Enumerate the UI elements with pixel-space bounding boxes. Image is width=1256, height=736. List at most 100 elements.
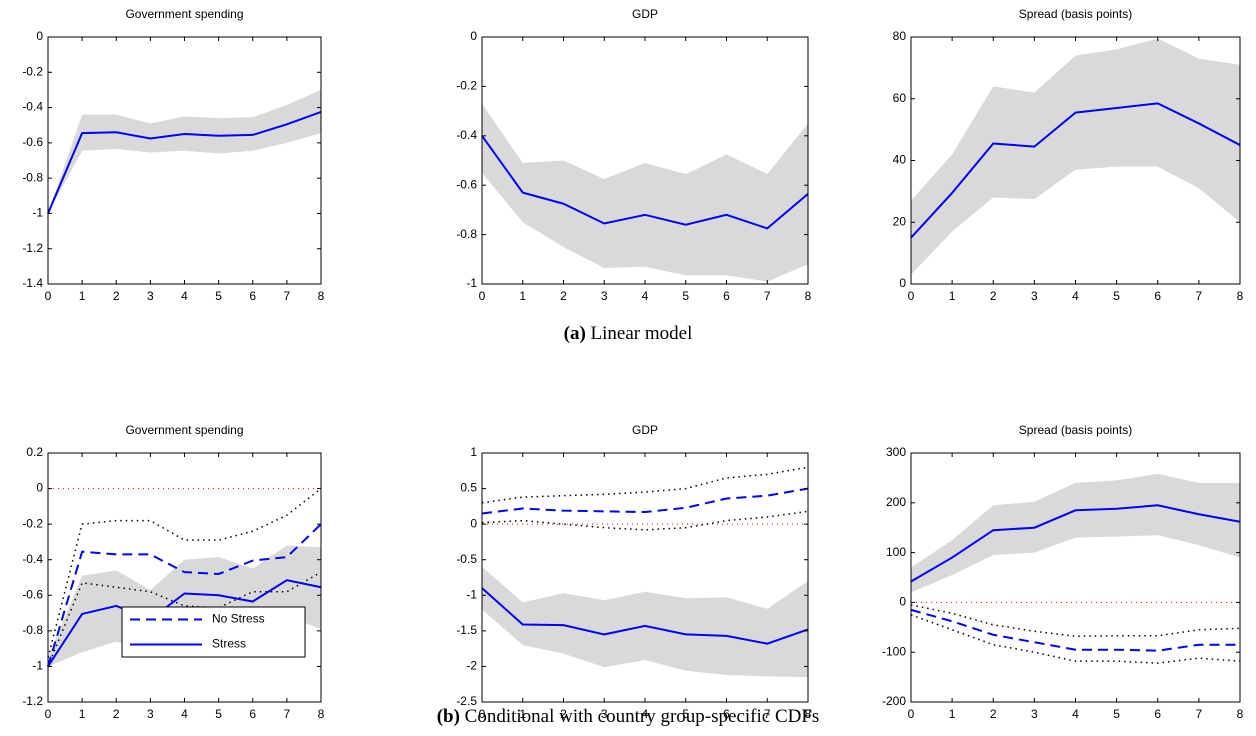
- series-line: [47, 523, 322, 667]
- x-tick-label: 8: [805, 289, 812, 303]
- y-tick-label: 40: [893, 153, 907, 167]
- y-tick-label: -1.2: [22, 694, 43, 708]
- y-tick-label: -0.8: [22, 170, 43, 184]
- legend-label: Stress: [212, 637, 246, 651]
- x-tick-label: 2: [113, 707, 120, 721]
- x-tick-label: 1: [79, 289, 86, 303]
- legend-label: No Stress: [212, 612, 265, 626]
- y-tick-label: -0.2: [22, 64, 43, 78]
- y-tick-label: 20: [893, 214, 907, 228]
- caption-label: (a): [564, 323, 586, 344]
- x-tick-label: 8: [318, 289, 325, 303]
- y-tick-label: -200: [882, 694, 906, 708]
- confidence-bound: [481, 510, 809, 531]
- confidence-band: [911, 473, 1240, 593]
- confidence-band: [482, 566, 808, 678]
- series-line: [910, 102, 1241, 239]
- y-tick-label: 0.2: [26, 445, 43, 459]
- x-tick-label: 1: [519, 289, 526, 303]
- y-tick-label: -0.6: [22, 587, 43, 601]
- confidence-bound: [910, 604, 1241, 638]
- x-tick-label: 3: [601, 707, 608, 721]
- confidence-band: [48, 545, 321, 667]
- y-tick-label: 200: [886, 495, 906, 509]
- y-tick-label: 80: [893, 29, 907, 43]
- y-tick-label: 0: [36, 29, 43, 43]
- series-line: [910, 504, 1241, 583]
- y-tick-label: 100: [886, 545, 906, 559]
- x-tick-label: 1: [519, 707, 526, 721]
- x-tick-label: 2: [990, 707, 997, 721]
- series-line: [910, 608, 1240, 652]
- caption: (a) Linear model: [564, 323, 693, 344]
- y-tick-label: 0: [36, 481, 43, 495]
- x-tick-label: 6: [1154, 707, 1161, 721]
- x-tick-label: 6: [723, 707, 730, 721]
- caption-label: (b): [437, 706, 460, 727]
- x-tick-label: 1: [79, 707, 86, 721]
- x-tick-label: 5: [1113, 707, 1120, 721]
- x-tick-label: 1: [949, 289, 956, 303]
- x-tick-label: 6: [249, 289, 256, 303]
- confidence-band: [482, 103, 808, 282]
- y-tick-label: -1: [32, 659, 43, 673]
- y-tick-label: -0.4: [456, 128, 477, 142]
- chart-title: GDP: [632, 423, 658, 437]
- confidence-bound: [910, 614, 1241, 664]
- x-tick-label: 4: [642, 707, 649, 721]
- x-tick-label: 0: [479, 289, 486, 303]
- y-tick-label: 0: [470, 29, 477, 43]
- x-tick-label: 8: [318, 707, 325, 721]
- x-tick-label: 7: [764, 707, 771, 721]
- y-tick-label: -1.2: [22, 241, 43, 255]
- y-tick-label: -1: [466, 276, 477, 290]
- chart-title: Spread (basis points): [1019, 423, 1132, 437]
- y-tick-label: -1: [32, 206, 43, 220]
- y-tick-label: 0: [899, 595, 906, 609]
- confidence-bound: [47, 487, 322, 658]
- y-tick-label: -1: [466, 587, 477, 601]
- y-tick-label: -0.4: [22, 552, 43, 566]
- y-tick-label: 60: [893, 91, 907, 105]
- caption: (b) Conditional with country group-speci…: [437, 706, 820, 727]
- x-tick-label: 3: [147, 707, 154, 721]
- x-tick-label: 3: [1031, 707, 1038, 721]
- x-tick-label: 0: [45, 289, 52, 303]
- x-tick-label: 0: [908, 289, 915, 303]
- confidence-band: [911, 38, 1240, 275]
- x-tick-label: 2: [560, 289, 567, 303]
- x-tick-label: 8: [1237, 289, 1244, 303]
- y-tick-label: 1: [470, 445, 477, 459]
- y-tick-label: -0.6: [22, 135, 43, 149]
- x-tick-label: 0: [479, 707, 486, 721]
- x-tick-label: 4: [1072, 289, 1079, 303]
- series-line: [481, 587, 809, 645]
- caption-text: Linear model: [591, 323, 693, 344]
- legend-box: [121, 606, 306, 658]
- x-tick-label: 7: [284, 707, 291, 721]
- x-tick-label: 4: [642, 289, 649, 303]
- x-tick-label: 6: [249, 707, 256, 721]
- x-tick-label: 7: [284, 289, 291, 303]
- y-tick-label: 0.5: [460, 481, 477, 495]
- x-tick-label: 0: [908, 707, 915, 721]
- chart-title: Government spending: [125, 7, 243, 21]
- y-tick-label: -0.2: [22, 516, 43, 530]
- y-tick-label: 300: [886, 445, 906, 459]
- plot-frame: [47, 36, 322, 285]
- y-tick-label: -0.4: [22, 100, 43, 114]
- x-tick-label: 3: [1031, 289, 1038, 303]
- series-line: [481, 135, 809, 230]
- x-tick-label: 4: [181, 707, 188, 721]
- confidence-bound: [481, 466, 809, 504]
- x-tick-label: 5: [682, 289, 689, 303]
- y-tick-label: -2.5: [456, 694, 477, 708]
- y-tick-label: -0.5: [456, 552, 477, 566]
- y-tick-label: -1.5: [456, 623, 477, 637]
- x-tick-label: 7: [764, 289, 771, 303]
- x-tick-label: 5: [215, 707, 222, 721]
- x-tick-label: 3: [601, 289, 608, 303]
- x-tick-label: 1: [949, 707, 956, 721]
- x-tick-label: 2: [113, 289, 120, 303]
